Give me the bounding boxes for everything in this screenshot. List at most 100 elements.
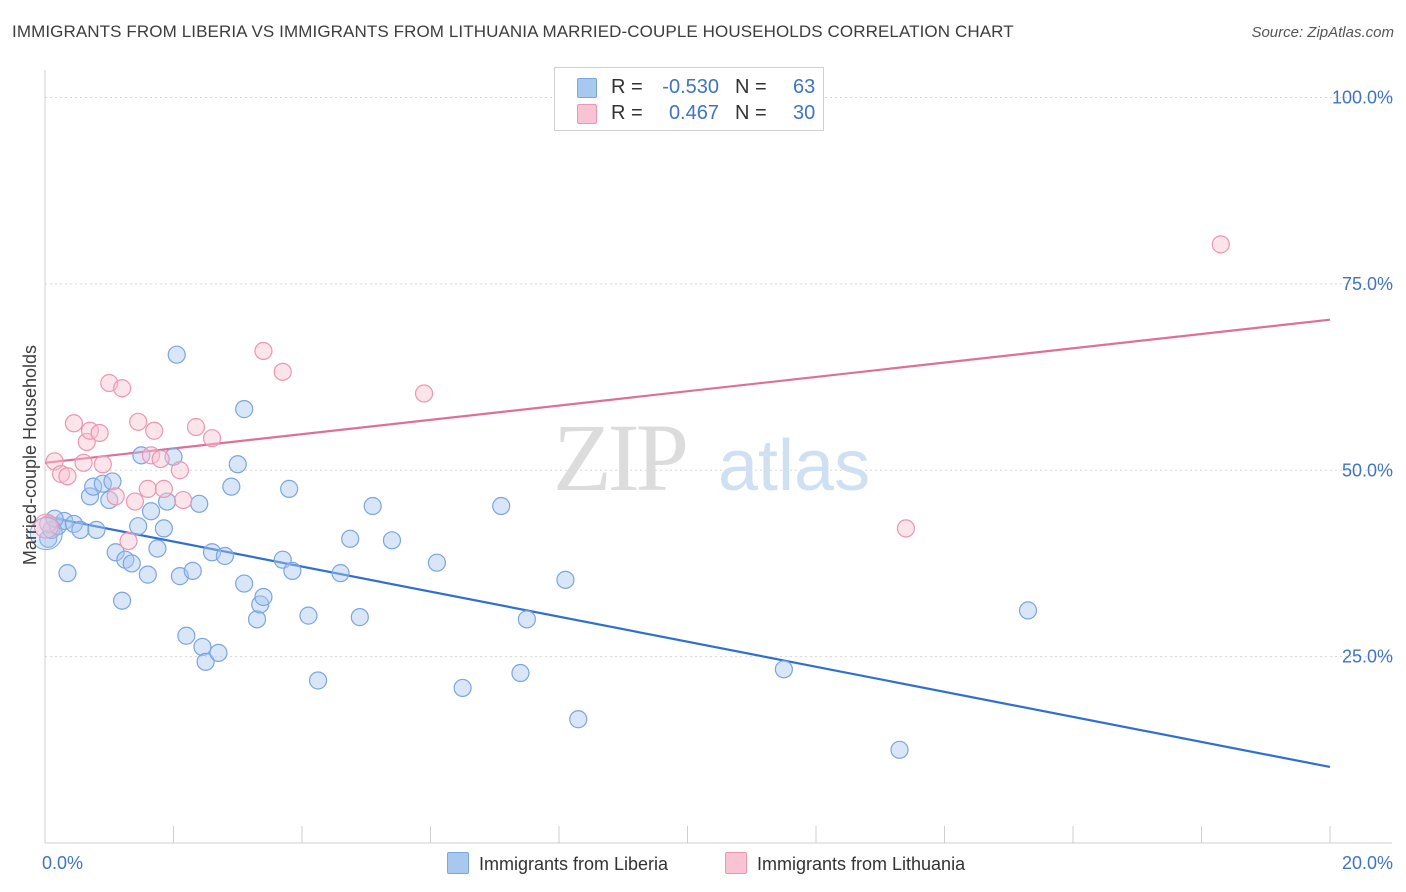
lithuania-point (141, 446, 161, 465)
tick-labels: 25.0% 50.0% 75.0% 100.0% 0.0% 20.0% (42, 88, 1393, 874)
watermark: ZIP atlas (553, 404, 870, 511)
legend-n-label: N = (735, 102, 767, 124)
liberia-point (132, 446, 151, 465)
lithuania-point (254, 341, 273, 361)
lithuania-point (112, 379, 132, 398)
liberia-point (890, 740, 909, 759)
legend-swatch-lithuania (577, 104, 597, 124)
legend-n-value: 30 (793, 102, 816, 124)
lithuania-point (74, 453, 93, 472)
lithuania-point (58, 467, 77, 486)
liberia-point (58, 564, 77, 583)
lithuania-point-cluster (33, 513, 59, 539)
liberia-point (308, 671, 328, 690)
liberia-point (209, 643, 228, 662)
liberia-point (1018, 601, 1038, 620)
liberia-point (453, 678, 472, 698)
data-points (29, 235, 1230, 759)
bottom-legend-swatch-liberia (447, 852, 469, 874)
liberia-point (196, 652, 215, 671)
liberia-point (138, 565, 157, 584)
liberia-point (350, 608, 369, 627)
liberia-point (283, 561, 302, 580)
lithuania-point (145, 421, 164, 440)
liberia-point (427, 553, 447, 572)
liberia-point (556, 570, 575, 589)
lithuania-point (151, 449, 170, 469)
liberia-point (299, 606, 318, 625)
liberia-point (129, 517, 148, 536)
liberia-point (363, 496, 382, 516)
source-label: Source: ZipAtlas.com (1251, 24, 1394, 41)
liberia-point (112, 591, 132, 610)
gridlines (45, 97, 1392, 658)
chart-title: IMMIGRANTS FROM LIBERIA VS IMMIGRANTS FR… (12, 22, 1014, 41)
liberia-point (331, 564, 350, 583)
liberia-point (183, 561, 202, 580)
lithuania-point (414, 384, 434, 403)
lithuania-point (93, 455, 112, 474)
lithuania-point (39, 514, 58, 534)
lithuania-point (202, 429, 222, 448)
legend-n-label: N = (735, 76, 767, 98)
x-tick-label: 20.0% (1342, 853, 1393, 873)
liberia-point-cluster (29, 517, 63, 551)
bottom-legend-swatch-lithuania (725, 852, 747, 874)
lithuania-point (170, 461, 190, 480)
lithuania-point (138, 479, 157, 498)
liberia-point (190, 494, 209, 513)
lithuania-point (77, 432, 96, 452)
x-tick-label: 0.0% (42, 853, 83, 873)
liberia-point (382, 531, 402, 550)
bottom-legend-label-lithuania: Immigrants from Lithuania (757, 854, 966, 874)
liberia-point (80, 487, 100, 506)
bottom-legend-liberia: Immigrants from Liberia (447, 852, 668, 875)
legend-n-value: 63 (793, 76, 816, 98)
liberia-point (235, 574, 254, 593)
bottom-legend-lithuania: Immigrants from Lithuania (725, 852, 965, 875)
bottom-legend-label-liberia: Immigrants from Liberia (479, 854, 669, 874)
lithuania-point (90, 423, 109, 443)
liberia-point (193, 637, 212, 657)
legend-r-value: -0.530 (662, 76, 719, 98)
watermark-zip: ZIP (553, 404, 686, 511)
legend-swatch-liberia (577, 78, 597, 98)
lithuania-point (119, 531, 138, 551)
y-axis-label: Married-couple Households (20, 345, 40, 565)
lithuania-point (896, 519, 916, 538)
legend-r-value: 0.467 (668, 102, 719, 124)
lithuania-point (129, 412, 148, 431)
lithuania-point (273, 362, 292, 381)
liberia-point (235, 400, 254, 419)
liberia-point (254, 587, 273, 607)
lithuania-point (174, 490, 193, 510)
liberia-point (71, 520, 90, 539)
lithuania-point (154, 479, 173, 498)
liberia-point (177, 626, 196, 645)
liberia-point (222, 477, 241, 496)
liberia-point (511, 663, 530, 683)
liberia-point (569, 710, 588, 729)
y-tick-label: 100.0% (1332, 88, 1393, 108)
lithuania-point (125, 492, 145, 511)
liberia-point (148, 539, 167, 558)
lithuania-point (64, 414, 84, 433)
legend-r-label: R = (611, 76, 643, 98)
liberia-point (517, 610, 536, 629)
liberia-point (122, 554, 141, 573)
liberia-point (215, 546, 234, 566)
trend-lines (44, 318, 1331, 769)
liberia-point (167, 345, 186, 364)
lithuania-point (106, 487, 125, 506)
lithuania-point (186, 417, 206, 437)
liberia-point (280, 479, 299, 498)
liberia-point (341, 529, 360, 548)
liberia-point (492, 496, 511, 516)
liberia-trend-line (44, 515, 1331, 769)
liberia-point (106, 543, 125, 562)
liberia-point (774, 660, 793, 679)
liberia-point (87, 520, 106, 539)
stats-legend: R = -0.530 N = 63 R = 0.467 N = 30 (554, 67, 824, 131)
legend-r-label: R = (611, 102, 643, 124)
